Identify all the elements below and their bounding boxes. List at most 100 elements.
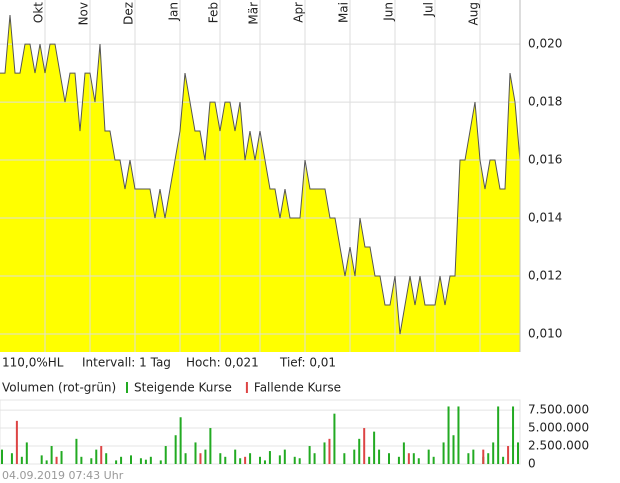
volume-bar (95, 449, 98, 464)
volume-bar (397, 456, 400, 464)
y-tick-label: 0,020 (528, 37, 562, 51)
volume-bar (343, 453, 346, 464)
x-tick-label: Dez (122, 2, 136, 25)
volume-bar (313, 453, 316, 464)
volume-bar (487, 453, 490, 464)
volume-bar (164, 446, 167, 464)
volume-bar (323, 442, 326, 464)
volume-bar (10, 453, 13, 464)
volume-bar (378, 449, 381, 464)
timestamp: 04.09.2019 07:43 Uhr (2, 469, 124, 482)
x-tick-label: Nov (77, 2, 91, 25)
volume-bar (517, 442, 519, 464)
volume-bar (130, 455, 132, 464)
volume-bar (259, 456, 261, 464)
volume-bar (278, 455, 281, 464)
volume-bar (358, 438, 361, 464)
volume-bar (467, 453, 470, 464)
volume-bar (204, 449, 207, 464)
x-tick-label: Jan (167, 2, 181, 22)
range-info: 110,0%HL (2, 356, 64, 370)
x-tick-label: Aug (467, 2, 481, 25)
volume-bar (457, 406, 460, 464)
volume-bar (452, 435, 455, 464)
volume-bar (447, 406, 450, 464)
volume-bar (328, 438, 331, 464)
volume-bar (20, 456, 23, 464)
volume-bar (1, 449, 3, 464)
volume-bar (363, 428, 366, 464)
volume-bar (244, 456, 247, 464)
volume-bar (80, 456, 83, 464)
volume-bar (224, 456, 227, 464)
volume-bar (407, 453, 410, 464)
volume-bar (298, 458, 301, 464)
volume-bar (353, 449, 356, 464)
y-tick-label: 0 (528, 457, 536, 471)
volume-bar (209, 428, 212, 464)
volume-bar (159, 460, 162, 464)
volume-bar (268, 451, 271, 464)
y-tick-label: 5.000.000 (528, 421, 589, 435)
legend-label: Steigende Kurse (134, 381, 232, 395)
volume-bar (502, 456, 505, 464)
volume-bar (239, 458, 242, 464)
volume-bar (249, 453, 252, 464)
y-tick-label: 0,018 (528, 95, 562, 109)
x-tick-label: Apr (292, 2, 306, 23)
volume-bar (55, 456, 58, 464)
volume-bar (412, 453, 415, 464)
volume-bar (120, 456, 123, 464)
volume-bar (368, 456, 371, 464)
volume-bar (234, 449, 237, 464)
volume-bar (149, 456, 152, 464)
volume-bar (263, 460, 266, 464)
y-tick-label: 2.500.000 (528, 439, 589, 453)
volume-bar (427, 449, 430, 464)
volume-bar (293, 456, 296, 464)
volume-bar (144, 459, 147, 464)
y-tick-label: 0,012 (528, 269, 562, 283)
volume-bar (184, 453, 187, 464)
volume-bar (308, 446, 311, 464)
volume-bar (472, 449, 475, 464)
x-tick-label: Mai (337, 2, 351, 23)
volume-bar (388, 453, 390, 464)
volume-bar (283, 449, 286, 464)
volume-bar (512, 406, 515, 464)
volume-bar (417, 458, 420, 464)
volume-bar (482, 449, 485, 464)
volume-bar (60, 451, 63, 464)
volume-bar (497, 406, 500, 464)
volume-bar (507, 446, 510, 464)
volume-bar (139, 458, 142, 464)
x-tick-label: Jun (382, 2, 396, 22)
y-tick-label: 0,016 (528, 153, 562, 167)
volume-bar (179, 417, 182, 464)
high-info: Hoch: 0,021 (186, 356, 259, 370)
y-tick-label: 0,014 (528, 211, 562, 225)
volume-bar (115, 460, 118, 464)
x-tick-label: Okt (32, 2, 46, 23)
volume-bar (90, 458, 93, 464)
interval-info: Intervall: 1 Tag (82, 356, 171, 370)
low-info: Tief: 0,01 (279, 356, 336, 370)
volume-bar (105, 453, 108, 464)
x-tick-label: Jul (422, 2, 436, 17)
volume-bar (100, 446, 103, 464)
volume-bar (333, 413, 336, 464)
y-tick-label: 7.500.000 (528, 403, 589, 417)
volume-bar (75, 438, 78, 464)
volume-title: Volumen (rot-grün) (2, 381, 116, 395)
x-tick-label: Mär (247, 2, 261, 25)
legend-swatch (126, 382, 128, 393)
volume-bar (219, 453, 222, 464)
price-line (0, 15, 521, 335)
x-tick-label: Feb (207, 2, 221, 23)
volume-bar (432, 456, 435, 464)
volume-bar (50, 446, 53, 464)
volume-bar (45, 460, 48, 464)
volume-bar (15, 420, 18, 464)
volume-bar (40, 455, 43, 464)
